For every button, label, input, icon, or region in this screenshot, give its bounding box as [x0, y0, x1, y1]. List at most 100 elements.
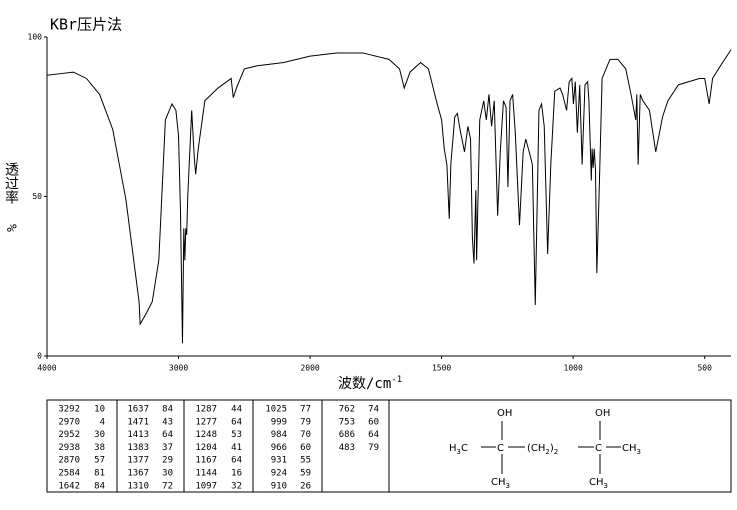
x-label-sup: -1 [391, 375, 402, 385]
peak-wavenumber: 2970 [58, 417, 80, 427]
peak-wavenumber: 2938 [58, 443, 80, 453]
label-part: OH [595, 408, 610, 419]
x-label: 波数/cm-1 [338, 375, 402, 393]
structure-label: CH3 [622, 443, 641, 456]
y-tick-label: 0 [37, 352, 42, 361]
peak-transmittance: 30 [94, 430, 105, 440]
label-part: H [449, 443, 457, 454]
structure-label: CH3 [589, 477, 608, 490]
structure-label: OH [595, 408, 610, 419]
y-label: 透过率 [3, 162, 19, 204]
peak-transmittance: 29 [162, 456, 173, 466]
peak-transmittance: 38 [94, 443, 105, 453]
peak-wavenumber: 1287 [195, 405, 217, 415]
label-part: OH [497, 408, 512, 419]
peak-transmittance: 81 [94, 469, 105, 479]
peak-wavenumber: 1277 [195, 417, 217, 427]
peak-wavenumber: 1637 [127, 405, 149, 415]
peak-wavenumber: 686 [339, 430, 355, 440]
peak-transmittance: 70 [300, 430, 311, 440]
x-tick-label: 2000 [300, 364, 319, 373]
subscript: 3 [604, 482, 608, 490]
peak-transmittance: 10 [94, 405, 105, 415]
peak-transmittance: 64 [231, 456, 242, 466]
structure-label: C [497, 443, 504, 454]
subscript: 2 [554, 448, 558, 456]
peak-transmittance: 44 [231, 405, 242, 415]
peak-transmittance: 60 [368, 417, 379, 427]
peak-wavenumber: 924 [271, 469, 287, 479]
label-part: ) [550, 443, 554, 454]
peak-wavenumber: 931 [271, 456, 287, 466]
label-part: CH [491, 477, 506, 488]
peak-wavenumber: 762 [339, 405, 355, 415]
peak-wavenumber: 1413 [127, 430, 149, 440]
peak-transmittance: 43 [162, 417, 173, 427]
peak-wavenumber: 2952 [58, 430, 80, 440]
peak-wavenumber: 1310 [127, 481, 149, 491]
peak-transmittance: 55 [300, 456, 311, 466]
structure-label: H3C [449, 443, 468, 456]
peak-transmittance: 64 [368, 430, 379, 440]
peak-transmittance: 79 [368, 443, 379, 453]
peak-transmittance: 72 [162, 481, 173, 491]
peak-wavenumber: 966 [271, 443, 287, 453]
peak-wavenumber: 1248 [195, 430, 217, 440]
peak-transmittance: 16 [231, 469, 242, 479]
spectrum-line [46, 49, 732, 344]
chart-title: KBr压片法 [50, 16, 122, 34]
peak-wavenumber: 910 [271, 481, 287, 491]
peak-transmittance: 77 [300, 405, 311, 415]
peak-transmittance: 37 [162, 443, 173, 453]
peak-wavenumber: 483 [339, 443, 355, 453]
label-part: C [497, 443, 504, 454]
peak-transmittance: 59 [300, 469, 311, 479]
peak-wavenumber: 753 [339, 417, 355, 427]
subscript: 2 [545, 448, 549, 456]
structure-bonds [481, 421, 621, 474]
peak-transmittance: 64 [162, 430, 173, 440]
peak-wavenumber: 999 [271, 417, 287, 427]
label-part: CH [622, 443, 637, 454]
structure-label: C [595, 443, 602, 454]
peak-wavenumber: 984 [271, 430, 287, 440]
peak-transmittance: 53 [231, 430, 242, 440]
peak-wavenumber: 2584 [58, 469, 80, 479]
peak-wavenumber: 1097 [195, 481, 217, 491]
label-part: CH [589, 477, 604, 488]
structure-label: OH [497, 408, 512, 419]
x-tick-label: 500 [697, 364, 712, 373]
peak-transmittance: 64 [231, 417, 242, 427]
peak-transmittance: 32 [231, 481, 242, 491]
label-part: C [461, 443, 468, 454]
subscript: 3 [506, 482, 510, 490]
peak-wavenumber: 1025 [265, 405, 287, 415]
subscript: 3 [637, 448, 641, 456]
peak-transmittance: 41 [231, 443, 242, 453]
peak-transmittance: 26 [300, 481, 311, 491]
peak-wavenumber: 1144 [195, 469, 217, 479]
y-tick-label: 100 [28, 33, 43, 42]
structure-label: (CH2)2 [527, 443, 558, 456]
y-label-unit: % [6, 224, 21, 232]
peak-wavenumber: 1471 [127, 417, 149, 427]
structure-label: CH3 [491, 477, 510, 490]
x-tick-label: 1000 [564, 364, 583, 373]
x-label-text: 波数/cm [338, 376, 391, 392]
peak-wavenumber: 3292 [58, 405, 80, 415]
peak-wavenumber: 1204 [195, 443, 217, 453]
peak-transmittance: 74 [368, 405, 379, 415]
label-part: C [595, 443, 602, 454]
x-tick-label: 1500 [432, 364, 451, 373]
peak-transmittance: 84 [162, 405, 173, 415]
peak-transmittance: 84 [94, 481, 105, 491]
y-tick-label: 50 [32, 192, 42, 201]
subscript: 3 [457, 448, 461, 456]
peak-transmittance: 30 [162, 469, 173, 479]
label-part: (CH [527, 443, 545, 454]
peak-transmittance: 57 [94, 456, 105, 466]
peak-wavenumber: 1642 [58, 481, 80, 491]
peak-wavenumber: 1167 [195, 456, 217, 466]
